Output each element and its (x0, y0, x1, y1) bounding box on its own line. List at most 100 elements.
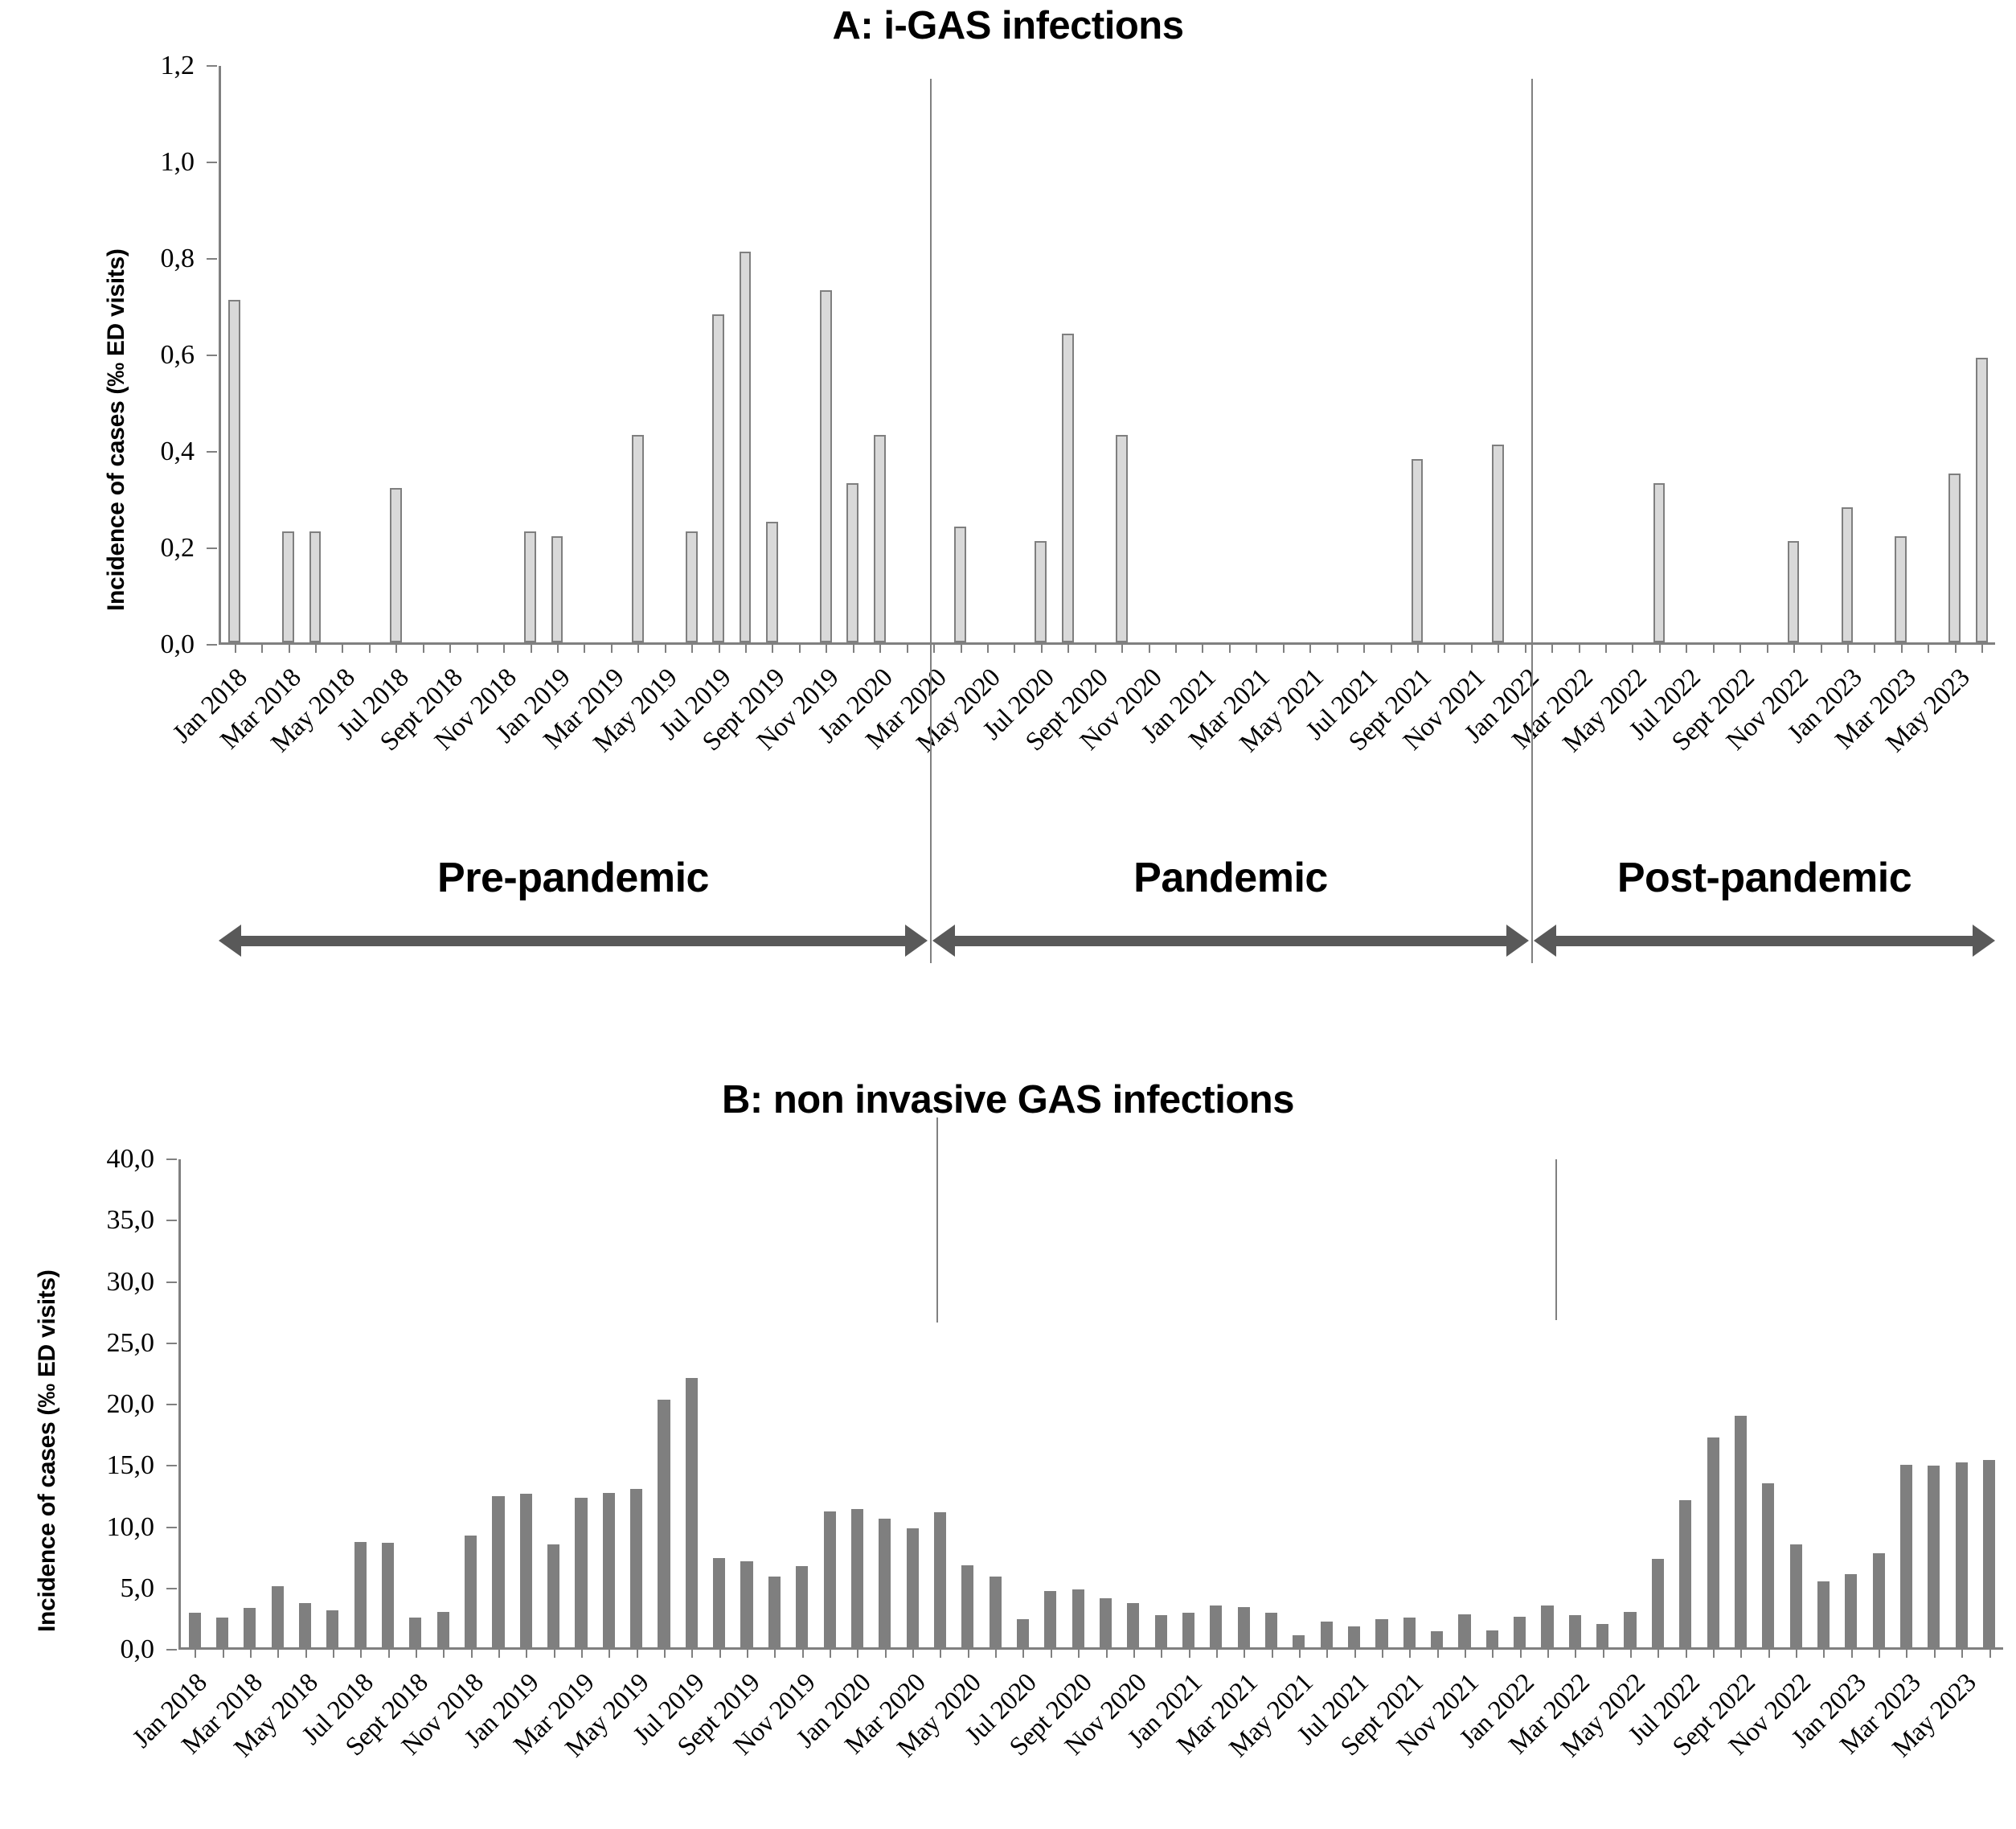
x-tick-mark (1933, 1647, 1936, 1658)
bar-slot (568, 1159, 595, 1658)
x-tick-mark (1161, 1647, 1163, 1658)
bar-slot (429, 1159, 457, 1658)
y-tick-label: 30,0 (106, 1266, 155, 1297)
bar-slot (1001, 66, 1027, 653)
bar-slot (893, 66, 920, 653)
bar-slot (920, 66, 946, 653)
x-tick-mark (1067, 642, 1070, 653)
bar (602, 1492, 615, 1647)
x-tick-mark (1740, 1647, 1743, 1658)
bar-slot (1285, 1159, 1313, 1658)
bar (244, 1608, 256, 1647)
bar-slot (1941, 66, 1968, 653)
x-label-slot (1968, 663, 1994, 824)
bar (685, 1377, 698, 1647)
arrow-shaft (949, 936, 1513, 946)
bar (658, 1399, 670, 1647)
bar-slot (705, 66, 731, 653)
bar-slot (463, 66, 490, 653)
bar-slot (409, 66, 436, 653)
bar-slot (1592, 66, 1618, 653)
bar-slot (1511, 66, 1538, 653)
bar-slot (319, 1159, 346, 1658)
bar-slot (1506, 1159, 1534, 1658)
bar (1099, 1598, 1112, 1647)
x-tick-mark (1256, 642, 1258, 653)
bar-slot (236, 1159, 264, 1658)
x-label-slot (1975, 1668, 2002, 1829)
bar (326, 1610, 339, 1647)
y-tick-mark (166, 1159, 177, 1160)
bar-slot (1807, 66, 1834, 653)
x-tick-mark (1547, 1647, 1550, 1658)
bar-slot (1395, 1159, 1423, 1658)
bar (309, 531, 322, 642)
x-tick-mark (580, 1647, 583, 1658)
bar-slot (1565, 66, 1592, 653)
x-tick-mark (234, 642, 236, 653)
bar-slot (678, 1159, 705, 1658)
chart-a-plot-area (219, 66, 1995, 653)
x-tick-mark (801, 1647, 804, 1658)
y-tick-label: 0,4 (160, 437, 195, 466)
period-label-post: Post-pandemic (1616, 855, 1912, 901)
x-tick-mark (912, 1647, 915, 1658)
bar-slot (1189, 66, 1215, 653)
bar (1928, 1466, 1940, 1647)
bar-slot (402, 1159, 429, 1658)
x-tick-mark (798, 642, 801, 653)
x-tick-mark (1202, 642, 1204, 653)
bar-slot (248, 66, 274, 653)
bar-slot (789, 1159, 816, 1658)
divider-line-pandemic-start (930, 79, 932, 963)
x-tick-mark (1470, 642, 1473, 653)
bar-slot (1755, 1159, 1782, 1658)
x-tick-mark (368, 642, 371, 653)
arrow-head-right-icon (905, 925, 928, 957)
y-tick-label: 0,2 (160, 533, 195, 563)
x-tick-mark (1850, 1647, 1853, 1658)
x-tick-mark (960, 642, 962, 653)
x-tick-mark (1632, 642, 1634, 653)
period-arrow-post (1534, 925, 1995, 957)
x-tick-mark (1524, 642, 1526, 653)
bar-slot (1968, 66, 1994, 653)
y-tick-mark (166, 1587, 177, 1589)
x-tick-mark (986, 642, 989, 653)
bar-slot (1135, 66, 1162, 653)
x-tick-mark (1846, 642, 1849, 653)
x-tick-mark (249, 1647, 252, 1658)
x-tick-mark (1282, 642, 1285, 653)
x-tick-mark (305, 1647, 307, 1658)
x-tick-mark (940, 1647, 942, 1658)
bar-slot (1892, 1159, 1920, 1658)
bar-slot (1037, 1159, 1064, 1658)
x-tick-mark (342, 642, 344, 653)
bar-slot (1727, 66, 1753, 653)
y-tick-mark (166, 1342, 177, 1344)
bar-slot (1485, 66, 1511, 653)
bar (1320, 1621, 1333, 1647)
x-tick-mark (360, 1647, 363, 1658)
x-tick-mark (1954, 642, 1957, 653)
x-tick-mark (1244, 1647, 1246, 1658)
bar-slot (1538, 66, 1564, 653)
bar-slot (843, 1159, 871, 1658)
bar-slot (1782, 1159, 1809, 1658)
x-tick-mark (1686, 642, 1688, 653)
x-tick-mark (1602, 1647, 1604, 1658)
bar (768, 1576, 781, 1647)
bar (1210, 1606, 1223, 1647)
bar-slot (1120, 1159, 1147, 1658)
x-tick-mark (774, 1647, 776, 1658)
bar (1895, 536, 1907, 642)
x-tick-mark (261, 642, 264, 653)
x-tick-mark (1900, 642, 1903, 653)
x-tick-mark (1228, 642, 1231, 653)
x-label-slot: May 2022 (1557, 663, 1652, 824)
bar-slot (221, 66, 248, 653)
bar (1182, 1613, 1195, 1647)
x-tick-mark (503, 642, 506, 653)
x-tick-mark (277, 1647, 280, 1658)
bar (1975, 358, 1988, 642)
